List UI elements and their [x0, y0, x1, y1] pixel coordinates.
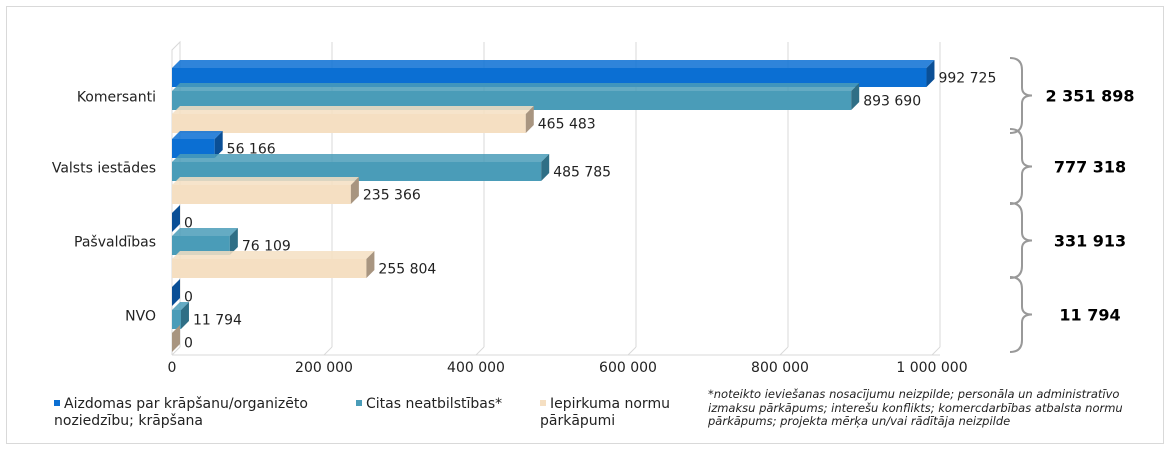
category-label: NVO: [125, 309, 156, 325]
data-label: 465 483: [538, 117, 596, 133]
data-label: 255 804: [378, 262, 436, 278]
legend-item-fraud: Aizdomas par krāpšanu/organizēto noziedz…: [54, 396, 354, 430]
data-label: 11 794: [193, 313, 242, 329]
bar: [172, 68, 927, 87]
bar: [172, 162, 542, 181]
bar-side: [851, 83, 860, 110]
bar-side: [172, 205, 180, 232]
footnote: *noteikto ieviešanas nosacījumu neizpild…: [708, 387, 1123, 428]
bar-top: [172, 131, 223, 139]
legend-label-fraud: Aizdomas par krāpšanu/organizēto noziedz…: [54, 396, 308, 429]
group-brace: [1009, 57, 1033, 134]
bar-side: [214, 131, 223, 158]
bar: [172, 259, 367, 278]
bar-side: [172, 279, 180, 306]
bar: [172, 236, 230, 255]
x-tick-label: 600 000: [599, 360, 657, 376]
bar-top: [172, 228, 238, 236]
x-tick-label: 200 000: [295, 360, 353, 376]
x-tick-label: 1 000 000: [896, 360, 967, 376]
bar-side: [172, 325, 180, 352]
bar-top: [172, 60, 935, 68]
data-label: 485 785: [553, 165, 611, 181]
data-label: 992 725: [938, 71, 996, 87]
data-label: 235 366: [363, 188, 421, 204]
bar-top: [172, 154, 550, 162]
bar-top: [172, 302, 189, 310]
data-label: 0: [184, 216, 193, 232]
bar-side: [350, 177, 359, 204]
gridline-floor: [475, 346, 485, 356]
legend-label-procurement: Iepirkuma normu pārkāpumi: [540, 396, 670, 429]
x-tick-label: 400 000: [447, 360, 505, 376]
bar-top: [172, 177, 359, 185]
bar-side: [366, 251, 375, 278]
bar: [172, 185, 351, 204]
legend-item-procurement: Iepirkuma normu pārkāpumi: [540, 396, 690, 430]
bar: [172, 114, 526, 133]
gridline-floor: [323, 346, 333, 356]
bar-top: [172, 106, 534, 114]
group-brace: [1009, 202, 1033, 279]
group-total: 2 351 898: [1045, 87, 1134, 106]
legend-item-other: Citas neatbilstības*: [356, 396, 541, 413]
group-total: 11 794: [1059, 306, 1120, 325]
bar-top: [172, 83, 860, 91]
bar-side: [525, 106, 534, 133]
bar: [172, 139, 215, 158]
group-brace: [1009, 276, 1033, 353]
x-tick-label: 0: [168, 360, 177, 376]
bar-side: [229, 228, 238, 255]
x-tick-label: 800 000: [751, 360, 809, 376]
data-label: 0: [184, 336, 193, 352]
bar-side: [926, 60, 935, 87]
bar-side: [180, 302, 189, 329]
gridline-floor: [779, 346, 789, 356]
group-total: 331 913: [1054, 232, 1126, 251]
bar-side: [541, 154, 550, 181]
legend-swatch-fraud: [54, 400, 60, 406]
bar: [172, 310, 181, 329]
gridline-floor: [171, 346, 181, 356]
chart-frame: [6, 6, 1164, 444]
legend-swatch-other: [356, 400, 362, 406]
category-label: Pašvaldības: [74, 235, 156, 251]
data-label: 76 109: [242, 239, 291, 255]
legend-label-other: Citas neatbilstības*: [366, 396, 503, 412]
gridline-floor: [931, 346, 941, 356]
gridline-floor: [627, 346, 637, 356]
category-label: Valsts iestādes: [52, 161, 156, 177]
category-label: Komersanti: [77, 90, 156, 106]
data-label: 56 166: [227, 142, 276, 158]
data-label: 0: [184, 290, 193, 306]
group-total: 777 318: [1054, 158, 1126, 177]
data-label: 893 690: [863, 94, 921, 110]
bar: [172, 91, 852, 110]
bar-top: [172, 251, 375, 259]
legend-swatch-procurement: [540, 400, 546, 406]
group-brace: [1009, 128, 1033, 205]
